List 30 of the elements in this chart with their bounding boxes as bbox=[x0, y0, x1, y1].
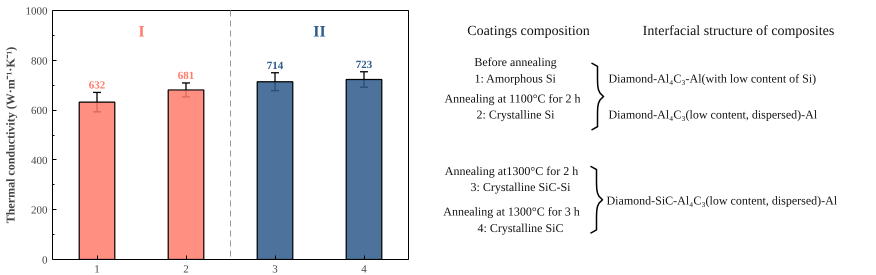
y-tick-label: 400 bbox=[31, 154, 48, 167]
data-label: 723 bbox=[356, 58, 373, 71]
data-label: 681 bbox=[178, 70, 194, 82]
text: Interfacial structure of composites bbox=[642, 24, 834, 39]
y-axis-title: Thermal conductivity (W·m⁻¹·K⁻¹) bbox=[4, 46, 18, 224]
x-tick-label: 4 bbox=[361, 264, 368, 275]
annotation: I bbox=[138, 24, 145, 40]
text: 1: Amorphous Si bbox=[474, 71, 557, 86]
text: Diamond-SiC-Al₄C₃(low content, dispersed)-Al bbox=[606, 194, 838, 208]
data-label: 714 bbox=[266, 60, 284, 72]
text: 3: Crystalline SiC-Si bbox=[470, 180, 572, 194]
text: 2: Crystalline Si bbox=[476, 108, 556, 122]
text: Diamond-Al₄C₃(low content, dispersed)-Al bbox=[608, 108, 818, 122]
text: Before annealing bbox=[474, 55, 557, 70]
x-tick-label: 3 bbox=[272, 264, 278, 275]
data-label: 632 bbox=[88, 79, 106, 92]
x-tick-label: 2 bbox=[183, 264, 189, 275]
text: Annealing at 1300°C for 3 h bbox=[443, 204, 580, 219]
text: 4: Crystalline SiC bbox=[478, 220, 564, 235]
text: Coatings composition bbox=[467, 24, 590, 39]
y-tick-label: 200 bbox=[31, 204, 48, 217]
text: Diamond-Al₄C₃-Al(with low content of Si) bbox=[608, 71, 816, 86]
annotation: II bbox=[313, 24, 326, 40]
y-tick-label: 600 bbox=[31, 105, 48, 118]
x-tick-label: 1 bbox=[94, 264, 100, 275]
y-tick-label: 0 bbox=[42, 254, 48, 266]
text: Annealing at1300°C for 2 h bbox=[444, 164, 578, 178]
y-tick-label: 800 bbox=[31, 55, 48, 68]
y-tick-label: 1000 bbox=[26, 6, 48, 18]
text: Annealing at 1100°C for 2 h bbox=[444, 91, 580, 106]
